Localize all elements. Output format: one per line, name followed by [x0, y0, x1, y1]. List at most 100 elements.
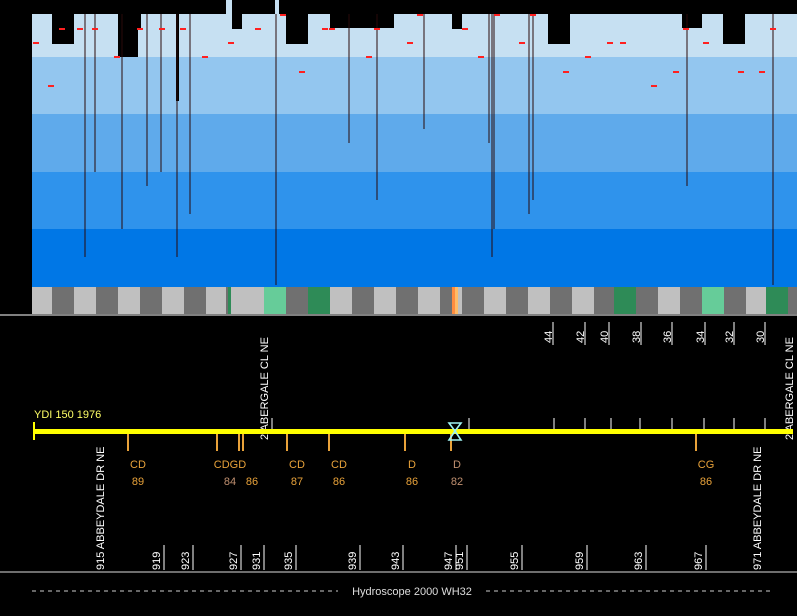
bottom-tick-label: 927 — [228, 552, 240, 570]
cross-street-label-left: 2 ABERGALE CL NE — [259, 337, 271, 440]
elevation-dash — [759, 71, 765, 73]
elevation-dash — [530, 14, 536, 16]
bottom-tick-label: 943 — [390, 552, 402, 570]
elevation-dash — [228, 42, 234, 44]
elevation-dash — [651, 85, 657, 87]
depth-band — [32, 57, 797, 114]
road-name-label: YDI 150 1976 — [34, 409, 101, 421]
strip-segment — [418, 287, 440, 314]
elevation-dash — [607, 42, 613, 44]
bottom-tick-label: 955 — [509, 552, 521, 570]
strip-segment — [458, 287, 462, 314]
bottom-tick-label: 923 — [180, 552, 192, 570]
elevation-dash — [770, 28, 776, 30]
segment-code-label: CG — [698, 459, 715, 471]
elevation-dash — [519, 42, 525, 44]
elevation-dash — [683, 28, 689, 30]
segment-code-label: CD — [289, 459, 305, 471]
elevation-dash — [673, 71, 679, 73]
strip-segment — [572, 287, 594, 314]
elevation-dash — [137, 28, 143, 30]
elevation-dash — [620, 42, 626, 44]
elevation-dash — [202, 56, 208, 58]
segment-code-label: CD — [331, 459, 347, 471]
depth-band — [32, 172, 797, 229]
segment-year-label: 86 — [700, 476, 712, 488]
elevation-dash — [417, 14, 423, 16]
elevation-dash — [159, 28, 165, 30]
bottom-tick-label: 919 — [151, 552, 163, 570]
elevation-dash — [180, 28, 186, 30]
elevation-dash — [366, 56, 372, 58]
strip-segment — [226, 287, 228, 314]
strip-segment — [330, 287, 352, 314]
segment-ticks — [127, 434, 697, 451]
elevation-dash — [59, 28, 65, 30]
strip-segment — [506, 287, 528, 314]
ground-block — [118, 14, 138, 57]
ground-block — [330, 14, 394, 28]
end-street-label: 971 ABBEYDALE DR NE — [752, 446, 764, 570]
top-tick-label: 30 — [755, 331, 767, 343]
strip-segment — [680, 287, 702, 314]
elevation-dash — [703, 42, 709, 44]
ground-block — [137, 14, 141, 30]
strip-segment — [766, 287, 788, 314]
strip-segment — [455, 287, 458, 314]
ground-block — [32, 0, 226, 14]
elevation-dash — [563, 71, 569, 73]
top-tick-label: 42 — [575, 331, 587, 343]
elevation-dash — [48, 85, 54, 87]
road-bar[interactable] — [33, 429, 793, 434]
strip-segment — [184, 287, 206, 314]
strip-segment — [74, 287, 96, 314]
segment-year-label: 86 — [333, 476, 345, 488]
strip-segment — [788, 287, 797, 314]
elevation-dash — [114, 56, 120, 58]
ground-block — [0, 0, 32, 315]
elevation-dash — [462, 28, 468, 30]
ground-block — [682, 14, 702, 28]
bottom-tick-label: 967 — [693, 552, 705, 570]
bottom-tick-label: 951 — [454, 552, 466, 570]
strip-segment — [231, 287, 264, 314]
pipe-profile-chart[interactable] — [0, 0, 797, 315]
elevation-dash — [255, 28, 261, 30]
strip-segment — [286, 287, 308, 314]
strip-segment — [594, 287, 616, 314]
bottom-tick-label: 939 — [347, 552, 359, 570]
strip-segment — [352, 287, 374, 314]
bottom-tick-label: 959 — [574, 552, 586, 570]
strip-segment — [658, 287, 680, 314]
depth-band — [32, 114, 797, 172]
segment-code-label: D — [408, 459, 416, 471]
elevation-markers — [33, 14, 776, 87]
bottom-tick-label: 947 — [443, 552, 455, 570]
strip-segment — [96, 287, 118, 314]
top-tick-label: 34 — [695, 331, 707, 343]
strip-segment — [462, 287, 484, 314]
top-tick-label: 40 — [599, 331, 611, 343]
ground-block — [232, 0, 242, 29]
elevation-dash — [738, 71, 744, 73]
strip-segment — [484, 287, 506, 314]
hourglass-cursor-icon[interactable] — [447, 422, 463, 441]
segment-code-label: D — [453, 459, 461, 471]
footer-title: Hydroscope 2000 WH32 — [352, 586, 472, 598]
top-tick-label: 38 — [631, 331, 643, 343]
elevation-dash — [280, 14, 286, 16]
ground-block — [242, 0, 275, 14]
elevation-dash — [478, 56, 484, 58]
house-number-ticks-bottom: 919 923 927 931 935 939 943 947 951 955 959 963 967 — [151, 545, 707, 570]
segment-year-label: 84 — [224, 476, 236, 488]
elevation-dash — [33, 42, 39, 44]
segment-strip — [32, 287, 797, 314]
cross-street-label-right: 2 ABERGALE CL NE — [784, 337, 796, 440]
strip-segment — [528, 287, 550, 314]
strip-segment — [614, 287, 636, 314]
segment-year-label: 87 — [291, 476, 303, 488]
strip-segment — [396, 287, 418, 314]
start-street-label: 915 ABBEYDALE DR NE — [95, 446, 107, 570]
